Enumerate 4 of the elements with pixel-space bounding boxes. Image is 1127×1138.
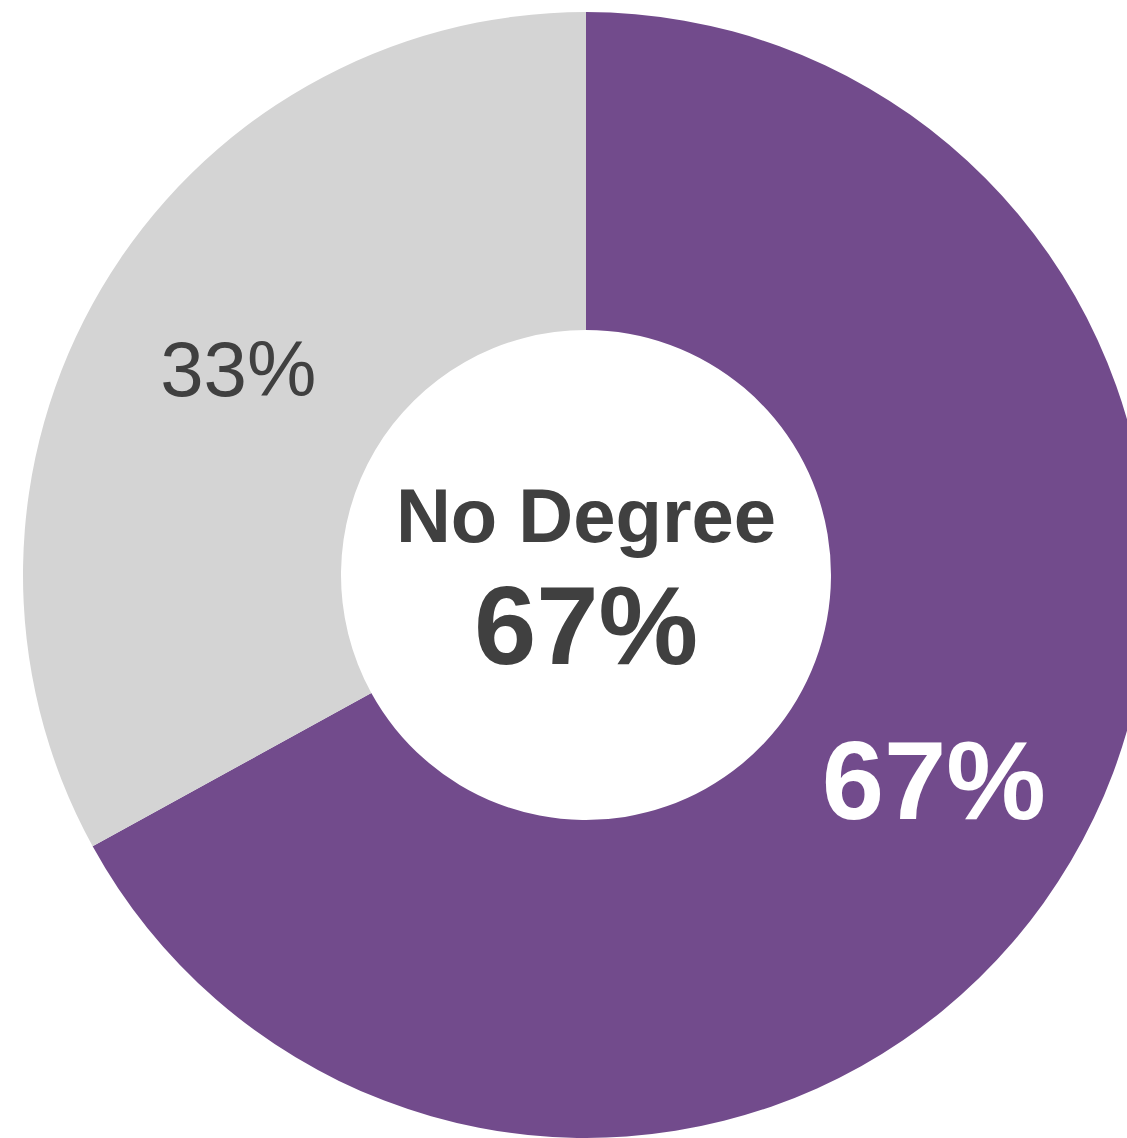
slice-label: No Degree [395,472,777,558]
text: 67% [821,718,1046,844]
data-label: 67% [473,562,699,688]
data-label: 33% [160,325,317,414]
